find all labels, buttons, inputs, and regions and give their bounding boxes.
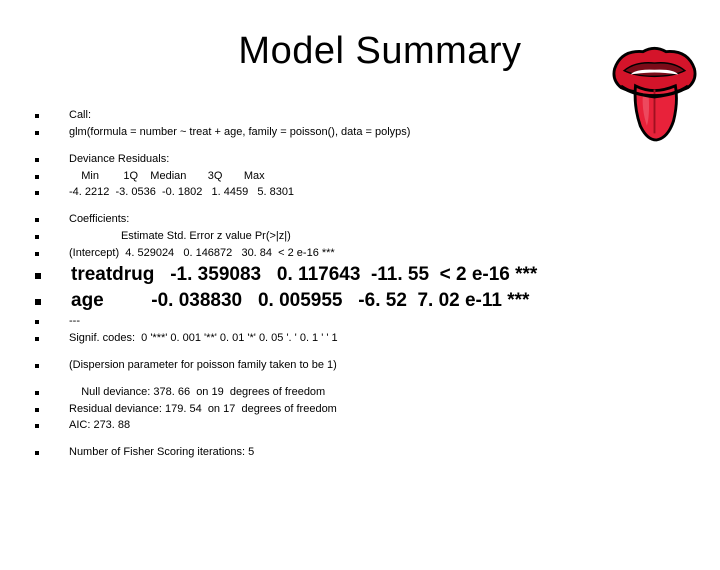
text-line: AIC: 273. 88 [69, 418, 130, 433]
slide-content: Call: glm(formula = number ~ treat + age… [35, 108, 690, 460]
text-line: Estimate Std. Error z value Pr(>|z|) [69, 229, 291, 244]
bullet-line: Null deviance: 378. 66 on 19 degrees of … [35, 385, 690, 400]
bullet-line: Estimate Std. Error z value Pr(>|z|) [35, 229, 690, 244]
bullet-line: Number of Fisher Scoring iterations: 5 [35, 445, 690, 460]
bullet-line: glm(formula = number ~ treat + age, fami… [35, 125, 690, 140]
bullet-line-emph: treatdrug -1. 359083 0. 117643 -11. 55 <… [35, 263, 690, 287]
bullet-line: Call: [35, 108, 690, 123]
bullet-line: Min 1Q Median 3Q Max [35, 169, 690, 184]
text-line: Call: [69, 108, 91, 123]
bullet-line: --- [35, 314, 690, 329]
text-line: -4. 2212 -3. 0536 -0. 1802 1. 4459 5. 83… [69, 185, 294, 200]
text-line: Null deviance: 378. 66 on 19 degrees of … [69, 385, 325, 400]
bullet-line: Coefficients: [35, 212, 690, 227]
text-line: --- [69, 314, 80, 329]
text-line: Min 1Q Median 3Q Max [69, 169, 265, 184]
bullet-line: Signif. codes: 0 '***' 0. 001 '**' 0. 01… [35, 331, 690, 346]
bullet-line: AIC: 273. 88 [35, 418, 690, 433]
bullet-line: Residual deviance: 179. 54 on 17 degrees… [35, 402, 690, 417]
bullet-line: -4. 2212 -3. 0536 -0. 1802 1. 4459 5. 83… [35, 185, 690, 200]
emph-line: age -0. 038830 0. 005955 -6. 52 7. 02 e-… [71, 289, 529, 313]
emph-line: treatdrug -1. 359083 0. 117643 -11. 55 <… [71, 263, 537, 287]
lips-tongue-logo [607, 40, 702, 145]
text-line: glm(formula = number ~ treat + age, fami… [69, 125, 410, 140]
bullet-line: Deviance Residuals: [35, 152, 690, 167]
text-line: (Dispersion parameter for poisson family… [69, 358, 337, 373]
text-line: Residual deviance: 179. 54 on 17 degrees… [69, 402, 337, 417]
bullet-line-emph: age -0. 038830 0. 005955 -6. 52 7. 02 e-… [35, 289, 690, 313]
bullet-line: (Intercept) 4. 529024 0. 146872 30. 84 <… [35, 246, 690, 261]
text-line: Signif. codes: 0 '***' 0. 001 '**' 0. 01… [69, 331, 338, 346]
text-line: Coefficients: [69, 212, 129, 227]
text-line: (Intercept) 4. 529024 0. 146872 30. 84 <… [69, 246, 335, 261]
text-line: Number of Fisher Scoring iterations: 5 [69, 445, 254, 460]
text-line: Deviance Residuals: [69, 152, 169, 167]
bullet-line: (Dispersion parameter for poisson family… [35, 358, 690, 373]
